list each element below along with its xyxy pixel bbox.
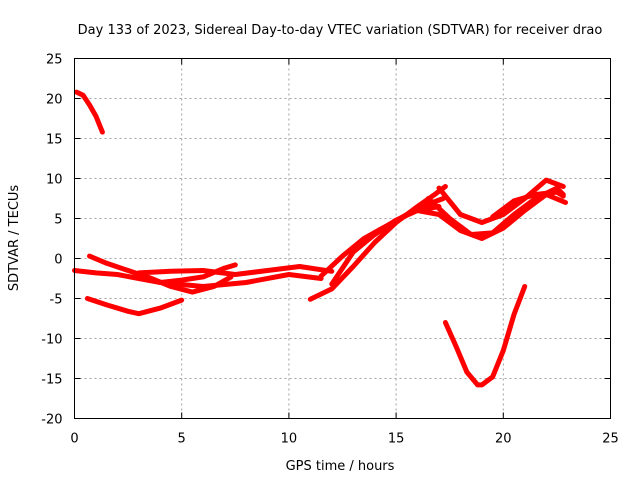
x-tick-label: 0	[70, 432, 78, 447]
y-tick-label: -5	[50, 293, 63, 308]
y-tick-label: -10	[41, 333, 62, 348]
y-axis-label: SDTVAR / TECUs	[7, 185, 22, 292]
series-track-evening-d	[490, 189, 566, 220]
tick-layer: 0 5 10 15 20 25 -20 -15 -10 -5 0 5 10 15 20 25	[41, 53, 619, 447]
x-tick-label: 5	[178, 432, 186, 447]
x-tick-label: 10	[281, 432, 298, 447]
grid-layer	[74, 58, 611, 419]
y-tick-label: 5	[54, 213, 62, 228]
series-track-evening-a	[436, 177, 566, 225]
series-track-midday-a	[136, 264, 335, 277]
chart-title: Day 133 of 2023, Sidereal Day-to-day VTE…	[78, 23, 603, 38]
series-track-rise-a	[307, 184, 448, 302]
series-track-evening-c	[415, 192, 568, 241]
plot-frame	[74, 58, 611, 419]
x-tick-label: 25	[602, 432, 619, 447]
series-track-morning-c	[84, 296, 185, 317]
y-tick-label: 25	[46, 53, 63, 68]
y-tick-label: -20	[41, 413, 62, 428]
y-tick-label: -15	[41, 373, 62, 388]
series-track-dip	[442, 284, 528, 388]
y-tick-label: 0	[54, 253, 62, 268]
x-axis-label: GPS time / hours	[286, 459, 395, 474]
y-tick-label: 15	[46, 133, 63, 148]
series-track-midday-b	[157, 272, 324, 289]
y-tick-label: 20	[46, 93, 63, 108]
series-layer	[72, 89, 568, 388]
x-tick-label: 15	[388, 432, 405, 447]
series-track-early-high	[74, 89, 105, 135]
y-tick-label: 10	[46, 173, 63, 188]
series-track-evening-b	[425, 185, 566, 237]
x-tick-label: 20	[495, 432, 512, 447]
